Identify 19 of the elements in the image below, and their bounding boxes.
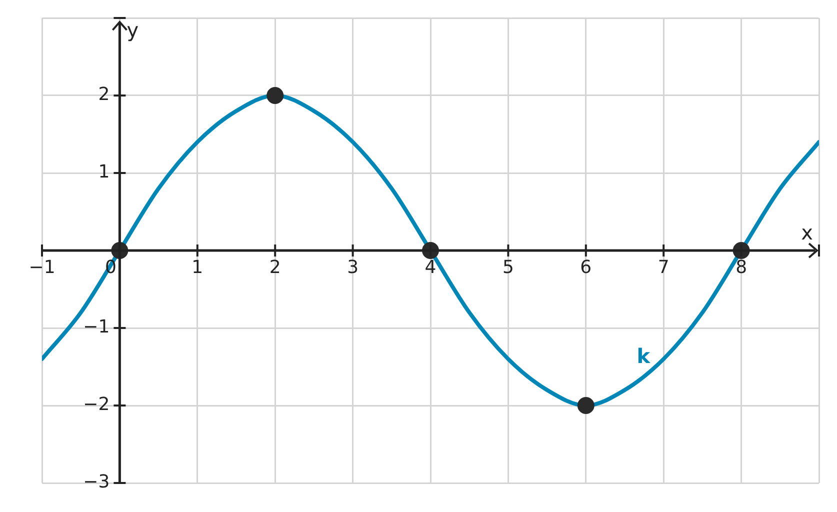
series-label: k bbox=[636, 344, 651, 368]
x-axis-title: x bbox=[801, 220, 814, 245]
y-tick-label: −2 bbox=[83, 394, 110, 416]
y-tick-label: 1 bbox=[98, 162, 110, 183]
y-tick-label: −3 bbox=[83, 472, 110, 493]
y-axis-title: y bbox=[126, 18, 139, 42]
x-tick-label: 4 bbox=[424, 257, 436, 278]
y-tick-label: 2 bbox=[98, 84, 110, 106]
point bbox=[577, 397, 594, 414]
x-tick-label: −1 bbox=[28, 257, 56, 278]
x-tick-label: 1 bbox=[192, 257, 204, 278]
x-tick-label: 6 bbox=[580, 257, 592, 278]
point bbox=[266, 87, 284, 104]
x-tick-label: 2 bbox=[269, 257, 281, 278]
x-tick-label: 8 bbox=[736, 257, 748, 278]
x-tick-label: 3 bbox=[347, 257, 359, 278]
x-tick-label: 7 bbox=[658, 257, 670, 278]
x-tick-label: 5 bbox=[502, 257, 514, 278]
y-tick-label: −1 bbox=[83, 316, 110, 338]
